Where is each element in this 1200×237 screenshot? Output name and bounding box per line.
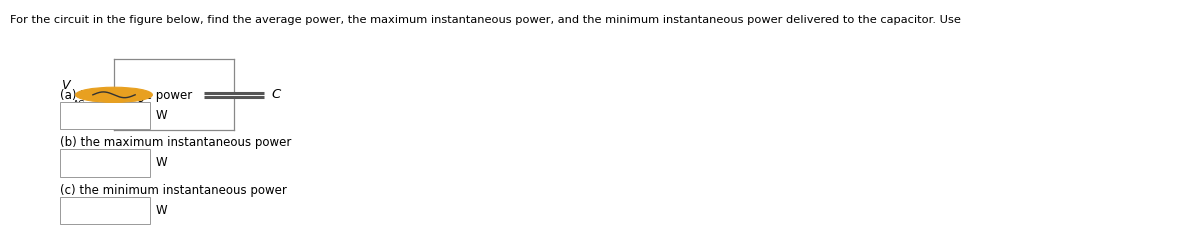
Text: For the circuit in the figure below, find the average power, the maximum instant: For the circuit in the figure below, fin… [10,15,964,25]
FancyBboxPatch shape [60,149,150,177]
Text: (c) the minimum instantaneous power: (c) the minimum instantaneous power [60,184,287,197]
Text: $V$: $V$ [61,79,72,92]
Text: AC: AC [73,100,85,109]
Text: $C$: $C$ [271,88,282,101]
Text: (a) the average power: (a) the average power [60,89,192,102]
FancyBboxPatch shape [60,197,150,224]
Text: W: W [156,204,168,217]
FancyBboxPatch shape [60,102,150,129]
Text: W: W [156,156,168,169]
Text: (b) the maximum instantaneous power: (b) the maximum instantaneous power [60,136,292,149]
Circle shape [76,87,152,102]
Text: W: W [156,109,168,122]
